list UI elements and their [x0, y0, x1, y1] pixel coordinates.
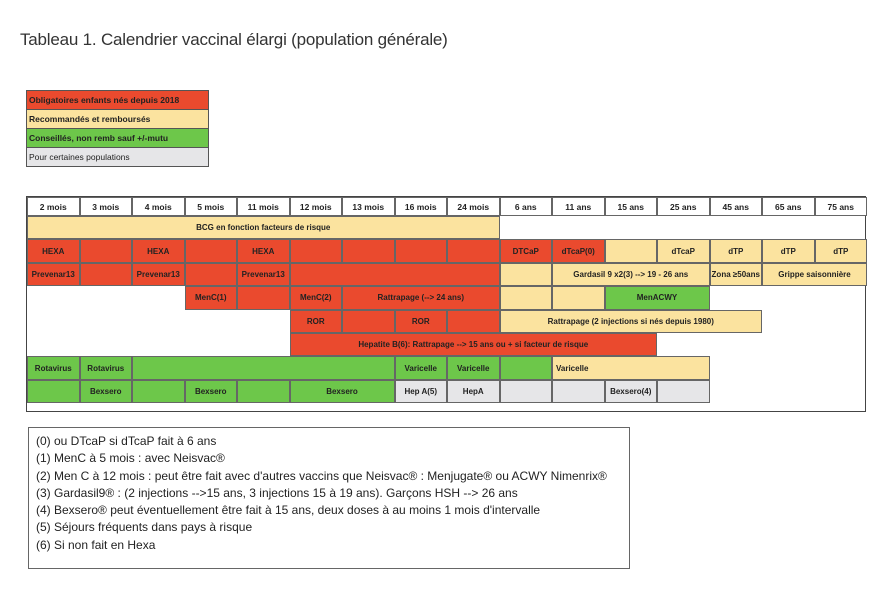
schedule-cell: Rattrapage (2 injections si nés depuis 1… [499, 309, 762, 333]
schedule-cell: HEXA [27, 239, 80, 263]
schedule-cell [604, 239, 657, 263]
schedule-cell: MenC(1) [184, 286, 237, 310]
schedule-cell [499, 262, 552, 287]
legend-item-advised: Conseillés, non remb sauf +/-mutu [27, 129, 208, 148]
schedule-cell: dTcaP(0) [552, 239, 605, 263]
schedule-cell: dTP [709, 239, 762, 263]
schedule-cell: Zona ≥50ans [709, 262, 762, 287]
color-legend: Obligatoires enfants nés depuis 2018 Rec… [26, 90, 209, 167]
schedule-cell: Bexsero [184, 379, 237, 404]
schedule-cell: Hep A(5) [394, 379, 447, 404]
schedule-cell [289, 262, 500, 287]
schedule-cell: HEXA [237, 239, 290, 263]
age-header: 16 mois [394, 197, 447, 216]
footnote: (1) MenC à 5 mois : avec Neisvac® [36, 451, 225, 466]
schedule-cell: Prevenar13 [237, 262, 290, 287]
schedule-cell: HepA [447, 379, 500, 404]
schedule-cell [447, 309, 500, 333]
age-header: 13 mois [342, 197, 395, 216]
schedule-cell: Varicelle [394, 356, 447, 380]
age-header: 3 mois [79, 197, 132, 216]
schedule-cell: Varicelle [552, 356, 710, 380]
schedule-cell [184, 262, 237, 287]
schedule-cell: Bexsero [289, 379, 395, 404]
schedule-cell: dTP [814, 239, 867, 263]
age-header: 24 mois [447, 197, 500, 216]
schedule-cell [499, 356, 552, 380]
schedule-cell [79, 239, 132, 263]
schedule-cell [184, 239, 237, 263]
schedule-cell [552, 379, 605, 404]
schedule-cell: Rotavirus [79, 356, 132, 380]
schedule-cell: Rotavirus [27, 356, 80, 380]
schedule-cell: HEXA [132, 239, 185, 263]
schedule-cell: dTcaP [657, 239, 710, 263]
schedule-cell [132, 379, 185, 404]
schedule-cell [447, 239, 500, 263]
schedule-cell: Hepatite B(6): Rattrapage --> 15 ans ou … [289, 333, 657, 357]
footnote: (6) Si non fait en Hexa [36, 537, 156, 552]
footnote: (2) Men C à 12 mois : peut être fait ave… [36, 468, 607, 483]
age-header: 4 mois [132, 197, 185, 216]
legend-item-specific-populations: Pour certaines populations [27, 148, 208, 166]
footnote: (4) Bexsero® peut éventuellement être fa… [36, 503, 541, 518]
footnote: (0) ou DTcaP si dTcaP fait à 6 ans [36, 434, 217, 448]
footnote: (5) Séjours fréquents dans pays à risque [36, 520, 253, 535]
schedule-cell [394, 239, 447, 263]
age-header: 5 mois [184, 197, 237, 216]
age-header: 25 ans [657, 197, 710, 216]
schedule-cell: BCG en fonction facteurs de risque [27, 216, 500, 240]
schedule-cell: ROR [394, 309, 447, 333]
schedule-cell: Rattrapage (--> 24 ans) [342, 286, 500, 310]
schedule-cell [289, 239, 342, 263]
age-header: 6 ans [499, 197, 552, 216]
schedule-cell: MenC(2) [289, 286, 342, 310]
page-title: Tableau 1. Calendrier vaccinal élargi (p… [20, 30, 448, 49]
schedule-cell: dTP [762, 239, 815, 263]
schedule-cell: Prevenar13 [132, 262, 185, 287]
schedule-cell [342, 239, 395, 263]
legend-item-recommended: Recommandés et remboursés [27, 110, 208, 129]
schedule-cell [132, 356, 395, 380]
schedule-cell [657, 379, 710, 404]
age-header: 65 ans [762, 197, 815, 216]
age-header: 75 ans [814, 197, 867, 216]
age-header: 12 mois [289, 197, 342, 216]
vaccination-schedule-table: 2 mois 3 mois 4 mois 5 mois 11 mois 12 mois 13… [26, 196, 867, 412]
schedule-cell [79, 262, 132, 287]
age-header: 11 mois [237, 197, 290, 216]
schedule-cell: Bexsero [79, 379, 132, 404]
schedule-cell: Prevenar13 [27, 262, 80, 287]
age-header: 11 ans [552, 197, 605, 216]
schedule-cell: Grippe saisonnière [762, 262, 867, 287]
footnotes-box: (0) ou DTcaP si dTcaP fait à 6 ans (1) M… [28, 427, 630, 569]
schedule-cell: Gardasil 9 x2(3) --> 19 - 26 ans [552, 262, 710, 287]
schedule-cell: ROR [289, 309, 342, 333]
age-header: 15 ans [604, 197, 657, 216]
schedule-cell: MenACWY [604, 286, 710, 310]
legend-item-mandatory: Obligatoires enfants nés depuis 2018 [27, 91, 208, 110]
schedule-cell [552, 286, 605, 310]
schedule-cell: Varicelle [447, 356, 500, 380]
schedule-cell [237, 379, 290, 404]
schedule-cell [499, 379, 552, 404]
schedule-cell [27, 379, 80, 404]
schedule-cell [237, 286, 290, 310]
schedule-cell: Bexsero(4) [604, 379, 657, 404]
schedule-cell: DTCaP [499, 239, 552, 263]
schedule-cell [342, 309, 395, 333]
schedule-cell [499, 286, 552, 310]
age-header: 2 mois [27, 197, 80, 216]
age-header: 45 ans [709, 197, 762, 216]
footnote: (3) Gardasil9® : (2 injections -->15 ans… [36, 485, 518, 500]
